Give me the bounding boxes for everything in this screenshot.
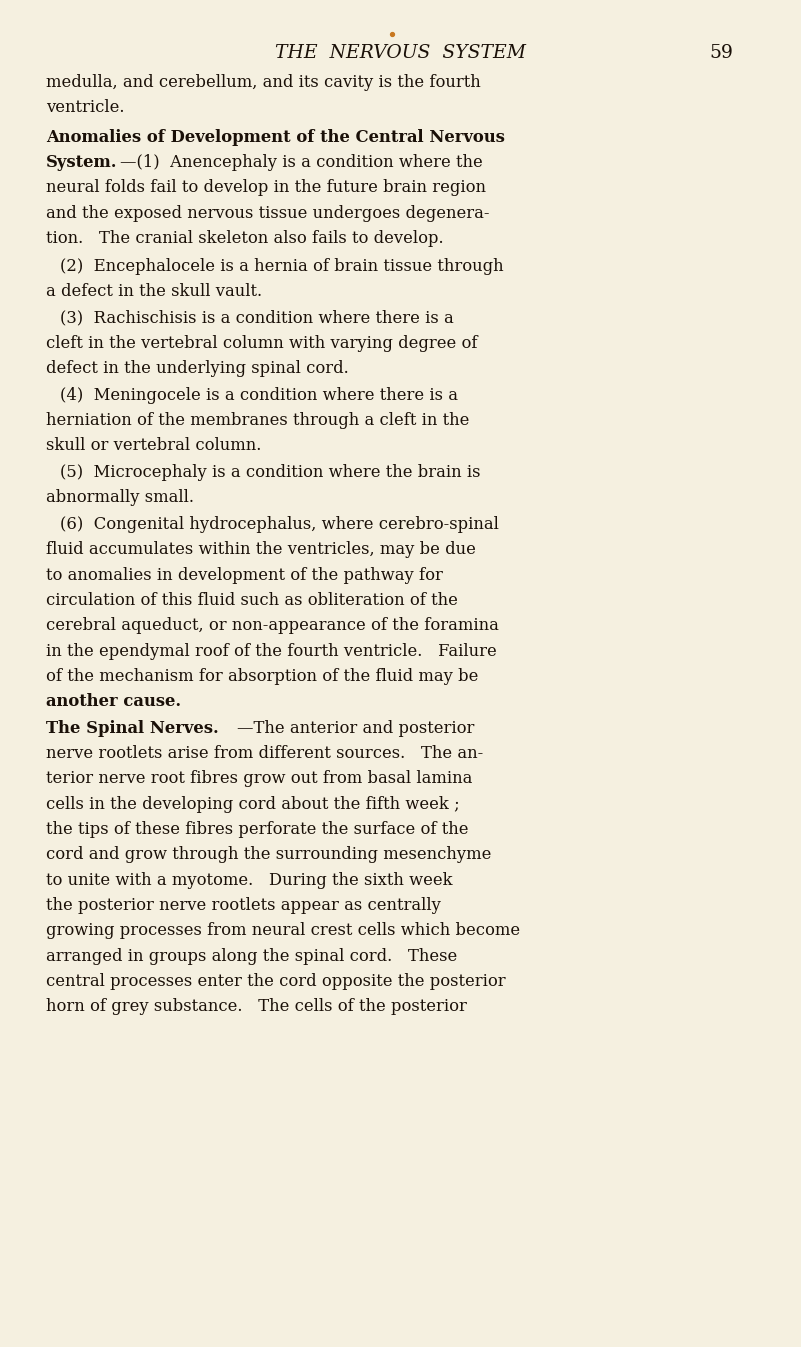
Text: cleft in the vertebral column with varying degree of: cleft in the vertebral column with varyi… [46, 335, 477, 352]
Text: 59: 59 [709, 44, 733, 62]
Text: (2)  Encephalocele is a hernia of brain tissue through: (2) Encephalocele is a hernia of brain t… [60, 257, 504, 275]
Text: the posterior nerve rootlets appear as centrally: the posterior nerve rootlets appear as c… [46, 897, 441, 915]
Text: abnormally small.: abnormally small. [46, 489, 194, 506]
Text: defect in the underlying spinal cord.: defect in the underlying spinal cord. [46, 360, 348, 377]
Text: arranged in groups along the spinal cord.   These: arranged in groups along the spinal cord… [46, 948, 457, 964]
Text: THE  NERVOUS  SYSTEM: THE NERVOUS SYSTEM [275, 44, 526, 62]
Text: Anomalies of Development of the Central Nervous: Anomalies of Development of the Central … [46, 128, 505, 145]
Text: nerve rootlets arise from different sources.   The an-: nerve rootlets arise from different sour… [46, 745, 483, 762]
Text: tion.   The cranial skeleton also fails to develop.: tion. The cranial skeleton also fails to… [46, 230, 443, 247]
Text: neural folds fail to develop in the future brain region: neural folds fail to develop in the futu… [46, 179, 485, 197]
Text: terior nerve root fibres grow out from basal lamina: terior nerve root fibres grow out from b… [46, 770, 472, 788]
Text: cerebral aqueduct, or non-appearance of the foramina: cerebral aqueduct, or non-appearance of … [46, 617, 498, 634]
Text: The Spinal Nerves.: The Spinal Nerves. [46, 719, 219, 737]
Text: to unite with a myotome.   During the sixth week: to unite with a myotome. During the sixt… [46, 872, 453, 889]
Text: herniation of the membranes through a cleft in the: herniation of the membranes through a cl… [46, 412, 469, 430]
Text: —The anterior and posterior: —The anterior and posterior [237, 719, 475, 737]
Text: (5)  Microcephaly is a condition where the brain is: (5) Microcephaly is a condition where th… [60, 465, 481, 481]
Text: (3)  Rachischisis is a condition where there is a: (3) Rachischisis is a condition where th… [60, 310, 454, 326]
Text: of the mechanism for absorption of the fluid may be: of the mechanism for absorption of the f… [46, 668, 478, 684]
Text: (4)  Meningocele is a condition where there is a: (4) Meningocele is a condition where the… [60, 387, 458, 404]
Text: circulation of this fluid such as obliteration of the: circulation of this fluid such as oblite… [46, 591, 457, 609]
Text: central processes enter the cord opposite the posterior: central processes enter the cord opposit… [46, 973, 505, 990]
Text: cells in the developing cord about the fifth week ;: cells in the developing cord about the f… [46, 796, 459, 812]
Text: ventricle.: ventricle. [46, 100, 124, 116]
Text: another cause.: another cause. [46, 694, 181, 710]
Text: and the exposed nervous tissue undergoes degenera-: and the exposed nervous tissue undergoes… [46, 205, 489, 221]
Text: —(1)  Anencephaly is a condition where the: —(1) Anencephaly is a condition where th… [120, 154, 483, 171]
Text: medulla, and cerebellum, and its cavity is the fourth: medulla, and cerebellum, and its cavity … [46, 74, 481, 92]
Text: (6)  Congenital hydrocephalus, where cerebro-spinal: (6) Congenital hydrocephalus, where cere… [60, 516, 499, 533]
Text: the tips of these fibres perforate the surface of the: the tips of these fibres perforate the s… [46, 822, 468, 838]
Text: in the ependymal roof of the fourth ventricle.   Failure: in the ependymal roof of the fourth vent… [46, 643, 497, 660]
Text: growing processes from neural crest cells which become: growing processes from neural crest cell… [46, 923, 520, 939]
Text: cord and grow through the surrounding mesenchyme: cord and grow through the surrounding me… [46, 846, 491, 863]
Text: skull or vertebral column.: skull or vertebral column. [46, 438, 261, 454]
Text: to anomalies in development of the pathway for: to anomalies in development of the pathw… [46, 567, 442, 583]
Text: a defect in the skull vault.: a defect in the skull vault. [46, 283, 262, 300]
Text: fluid accumulates within the ventricles, may be due: fluid accumulates within the ventricles,… [46, 541, 476, 558]
Text: System.: System. [46, 154, 117, 171]
Text: horn of grey substance.   The cells of the posterior: horn of grey substance. The cells of the… [46, 998, 466, 1016]
